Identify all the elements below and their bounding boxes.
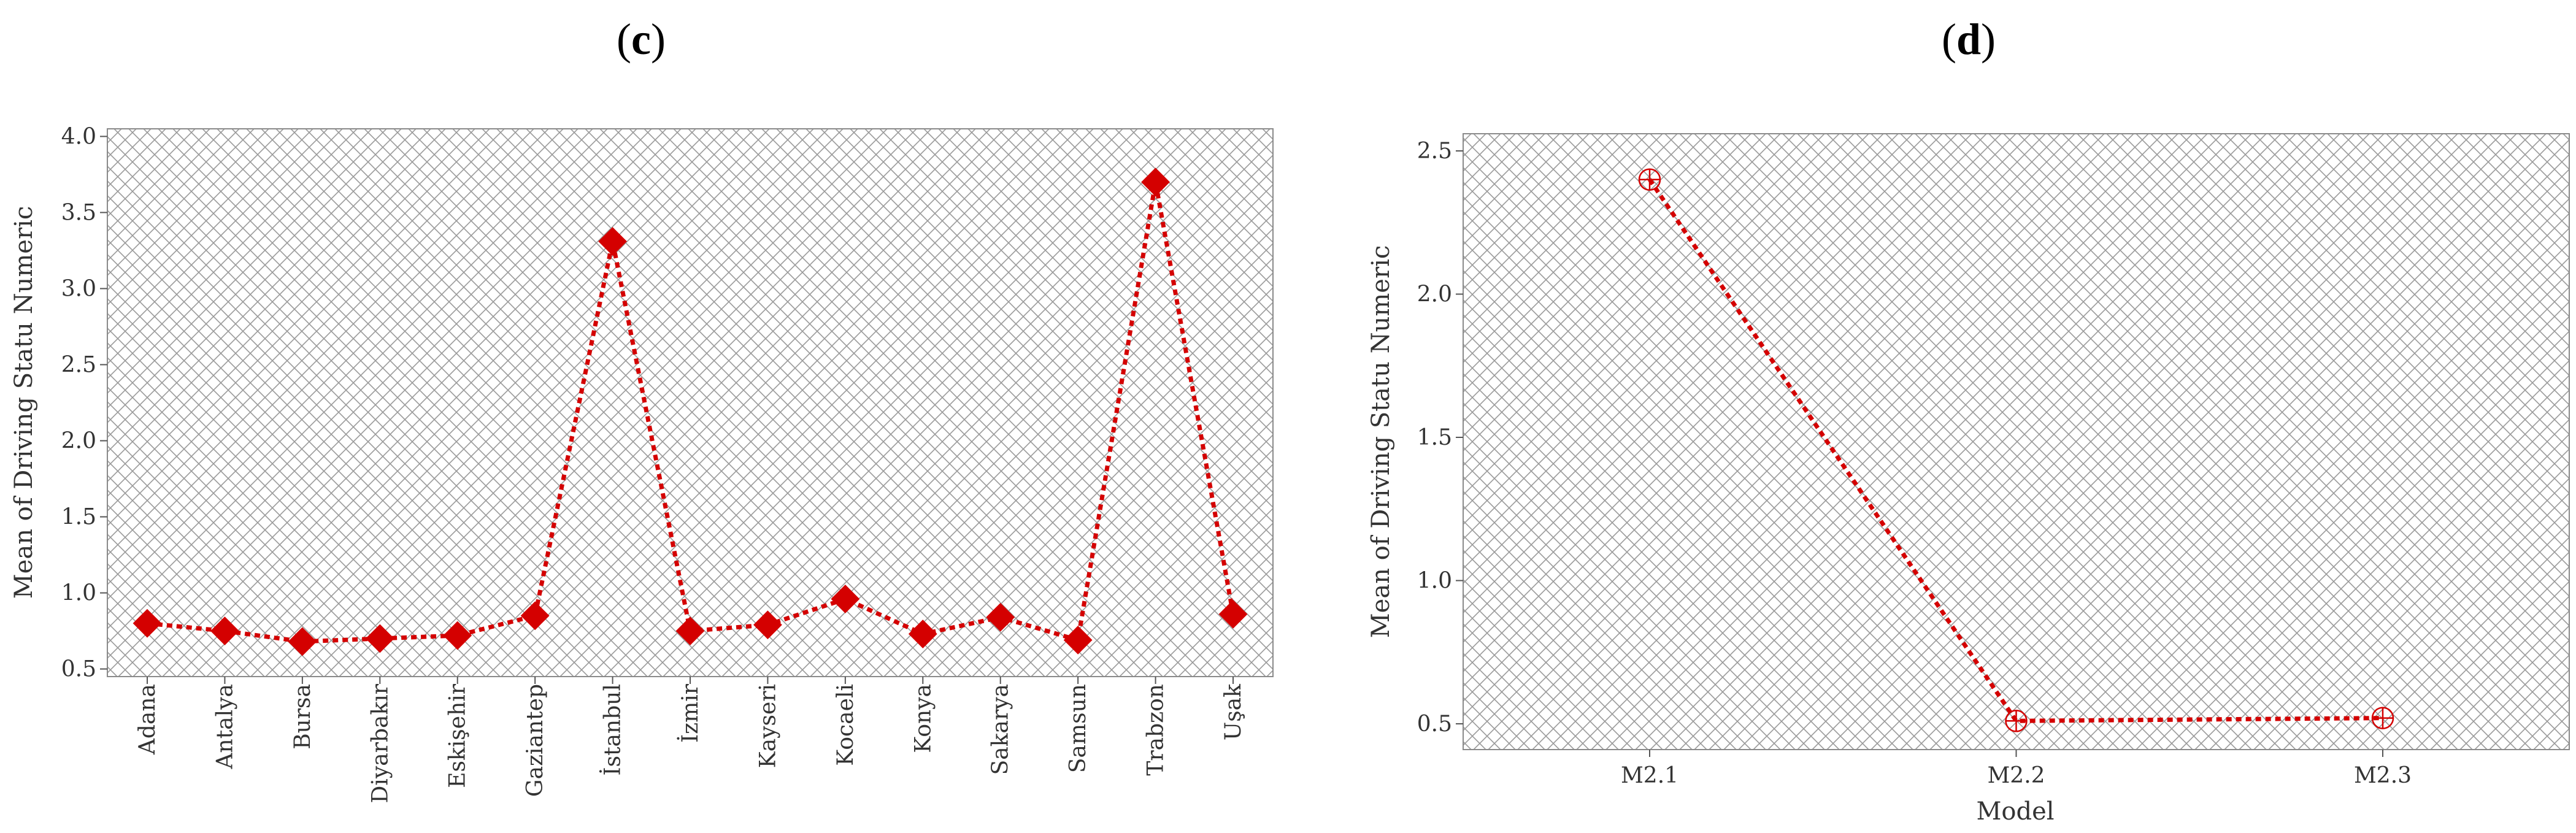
- chart-d-xtick-label: M2.3: [2354, 763, 2412, 788]
- panel-label-c: (c): [617, 15, 666, 64]
- chart-c-data-point: [1218, 599, 1248, 629]
- chart-c-data-point: [1141, 167, 1170, 197]
- chart-d-series-line: [1648, 178, 2383, 723]
- chart-c-ytick-label: 1.5: [61, 505, 96, 530]
- chart-c-ytick-label: 3.0: [61, 276, 96, 301]
- chart-d-xtick-label: M2.1: [1621, 763, 1678, 788]
- chart-c-data-point: [288, 627, 317, 656]
- chart-c-y-axis: 0.5 1.0 1.5 2.0 2.5 3.0 3.5 4.0: [61, 124, 107, 682]
- chart-c-x-axis: Adana Antalya Bursa Diyarbakır Eskişehir Gazi…: [135, 677, 1246, 803]
- chart-d-ytick-label: 2.5: [1417, 139, 1452, 164]
- chart-d-ytick-label: 2.0: [1417, 282, 1452, 307]
- chart-c-ytick-label: 0.5: [61, 657, 96, 682]
- chart-c-ytick-label: 4.0: [61, 124, 96, 149]
- chart-c-data-point: [365, 624, 394, 653]
- chart-c-xtick-label: İstanbul: [600, 684, 626, 776]
- chart-d-ytick-label: 0.5: [1417, 712, 1452, 737]
- chart-c-xtick-label: Samsun: [1066, 684, 1091, 773]
- chart-c-data-point: [133, 608, 162, 638]
- chart-c-ylabel: Mean of Driving Statu Numeric: [10, 206, 38, 599]
- chart-c-xtick-label: Trabzon: [1144, 684, 1169, 776]
- chart-c-ytick-label: 2.0: [61, 429, 96, 454]
- chart-d-plot-area: [1463, 133, 2570, 750]
- chart-c-xtick-label: Kayseri: [755, 684, 780, 768]
- chart-c-xtick-label: İzmir: [677, 683, 703, 743]
- panel-label-d: (d): [1942, 15, 1996, 64]
- chart-c-data-point: [210, 616, 239, 645]
- chart-c-plot-area: [107, 128, 1274, 677]
- chart-d-data-point: [1638, 168, 1661, 191]
- chart-c-xtick-label: Diyarbakır: [367, 683, 393, 803]
- chart-c: 0.5 1.0 1.5 2.0 2.5 3.0 3.5 4.0 Adana Antalya Bur…: [10, 124, 1274, 803]
- chart-d: 0.5 1.0 1.5 2.0 2.5 M2.1 M2.2 M2.3 Mean of Dri…: [1367, 133, 2570, 826]
- chart-c-series: [133, 167, 1248, 656]
- chart-c-ytick-label: 1.0: [61, 581, 96, 606]
- chart-d-data-point: [2371, 707, 2394, 729]
- chart-d-y-axis: 0.5 1.0 1.5 2.0 2.5: [1417, 139, 1463, 737]
- chart-d-ylabel: Mean of Driving Statu Numeric: [1367, 245, 1395, 639]
- chart-c-data-point: [1063, 626, 1093, 654]
- chart-d-x-axis: M2.1 M2.2 M2.3: [1621, 750, 2412, 788]
- chart-c-xtick-label: Sakarya: [988, 684, 1013, 775]
- chart-c-xtick-label: Adana: [135, 684, 160, 755]
- chart-d-ytick-label: 1.0: [1417, 568, 1452, 593]
- chart-c-xtick-label: Konya: [910, 684, 936, 753]
- chart-d-ytick-label: 1.5: [1417, 425, 1452, 450]
- chart-c-xtick-label: Eskişehir: [445, 683, 471, 788]
- chart-c-ytick-label: 3.5: [61, 200, 96, 225]
- chart-d-data-point: [2005, 710, 2028, 732]
- chart-d-xlabel: Model: [1976, 797, 2054, 826]
- chart-d-xtick-label: M2.2: [1987, 763, 2045, 788]
- chart-c-xtick-label: Kocaeli: [833, 684, 858, 766]
- chart-c-data-point: [986, 602, 1015, 632]
- chart-c-xtick-label: Antalya: [212, 684, 237, 769]
- chart-c-data-point: [598, 227, 627, 256]
- chart-c-data-point: [831, 585, 860, 613]
- chart-c-xtick-label: Bursa: [290, 684, 315, 750]
- chart-c-data-point: [908, 620, 937, 648]
- chart-c-data-point: [753, 610, 782, 640]
- chart-c-xtick-label: Gaziantep: [523, 684, 548, 797]
- chart-c-data-point: [443, 621, 472, 650]
- chart-c-data-point: [520, 601, 550, 631]
- chart-c-data-point: [675, 616, 705, 645]
- chart-c-ytick-label: 2.5: [61, 352, 96, 377]
- chart-d-series: [1638, 168, 2394, 732]
- chart-c-xtick-label: Uşak: [1221, 683, 1246, 740]
